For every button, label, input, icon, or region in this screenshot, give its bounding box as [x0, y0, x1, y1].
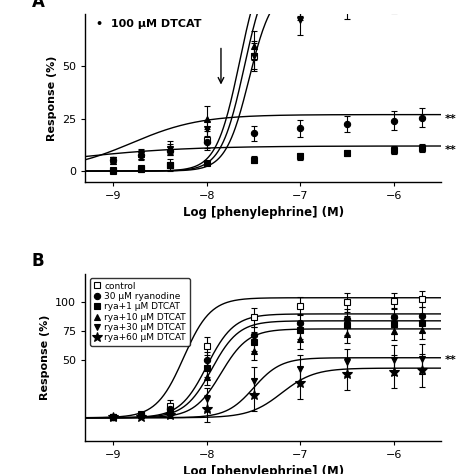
Y-axis label: Response (%): Response (%) — [46, 55, 56, 141]
Text: **: ** — [444, 355, 456, 365]
Text: A: A — [32, 0, 45, 11]
X-axis label: Log [phenylephrine] (M): Log [phenylephrine] (M) — [182, 206, 344, 219]
Text: **: ** — [444, 145, 456, 155]
Y-axis label: Response (%): Response (%) — [40, 314, 50, 400]
Text: •  100 μM DTCAT: • 100 μM DTCAT — [96, 19, 201, 29]
Legend: control, 30 μM ryanodine, rya+1 μM DTCAT, rya+10 μM DTCAT, rya+30 μM DTCAT, rya+: control, 30 μM ryanodine, rya+1 μM DTCAT… — [90, 278, 190, 346]
Text: **: ** — [444, 114, 456, 124]
Text: B: B — [32, 252, 45, 270]
X-axis label: Log [phenylephrine] (M): Log [phenylephrine] (M) — [182, 465, 344, 474]
